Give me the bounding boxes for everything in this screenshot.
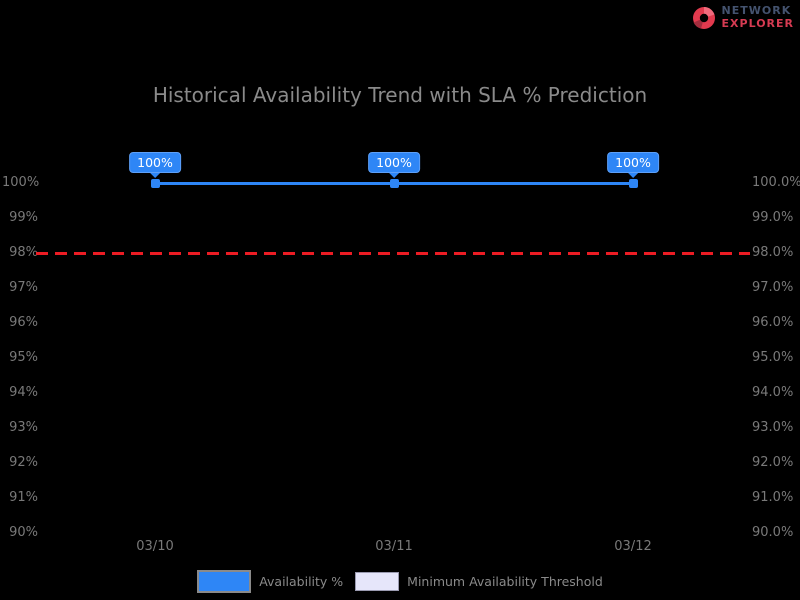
y-axis-tick-right: 94.0% xyxy=(752,385,794,400)
brand-logo: NETWORK EXPLORER xyxy=(691,5,794,31)
y-axis-tick-left: 96% xyxy=(9,315,38,330)
y-axis-tick-right: 96.0% xyxy=(752,315,794,330)
legend-item-threshold[interactable]: Minimum Availability Threshold xyxy=(355,572,603,591)
data-point-marker xyxy=(628,178,638,188)
y-axis-tick-right: 98.0% xyxy=(752,245,794,260)
donut-chart-icon xyxy=(692,7,715,29)
y-axis-tick-right: 95.0% xyxy=(752,350,794,365)
legend-label-availability: Availability % xyxy=(259,574,344,589)
y-axis-tick-right: 91.0% xyxy=(752,490,794,505)
data-point-label: 100% xyxy=(607,152,659,178)
threshold-line xyxy=(36,251,750,255)
y-axis-tick-right: 90.0% xyxy=(752,525,794,540)
y-axis-tick-left: 93% xyxy=(9,420,38,435)
x-axis-tick: 03/11 xyxy=(375,539,413,554)
y-axis-tick-left: 90% xyxy=(9,525,38,540)
legend-item-availability[interactable]: Availability % xyxy=(197,570,343,593)
y-axis-tick-left: 91% xyxy=(9,490,38,505)
legend-swatch-availability xyxy=(197,570,252,593)
y-axis-tick-right: 99.0% xyxy=(752,210,794,225)
x-axis-tick: 03/12 xyxy=(614,539,652,554)
data-point-marker xyxy=(150,178,160,188)
y-axis-tick-left: 98% xyxy=(9,245,38,260)
legend-label-threshold: Minimum Availability Threshold xyxy=(407,574,603,589)
y-axis-tick-left: 95% xyxy=(9,350,38,365)
chart-legend: Availability % Minimum Availability Thre… xyxy=(0,570,800,593)
y-axis-tick-left: 94% xyxy=(9,385,38,400)
y-axis-tick-left: 100% xyxy=(2,175,40,190)
legend-swatch-threshold xyxy=(355,572,400,591)
brand-line1: NETWORK xyxy=(721,4,792,18)
data-point-label: 100% xyxy=(129,152,181,178)
y-axis-tick-right: 97.0% xyxy=(752,280,794,295)
chart-title: Historical Availability Trend with SLA %… xyxy=(152,83,648,107)
brand-line2: EXPLORER xyxy=(721,17,794,30)
data-point-label: 100% xyxy=(368,152,420,178)
y-axis-tick-left: 92% xyxy=(9,455,38,470)
x-axis-tick: 03/10 xyxy=(136,539,174,554)
data-point-marker xyxy=(389,178,399,188)
y-axis-tick-left: 99% xyxy=(9,210,38,225)
y-axis-tick-left: 97% xyxy=(9,280,38,295)
y-axis-tick-right: 93.0% xyxy=(752,420,794,435)
y-axis-tick-right: 100.0% xyxy=(752,175,800,190)
y-axis-tick-right: 92.0% xyxy=(752,455,794,470)
brand-name: NETWORK EXPLORER xyxy=(722,5,794,30)
